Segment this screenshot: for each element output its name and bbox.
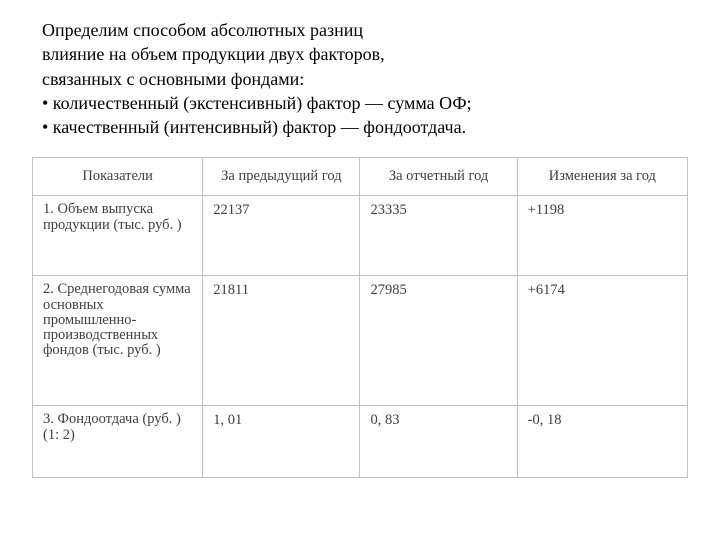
cell-curr: 23335 [360,196,517,276]
intro-line-1: Определим способом абсолютных разниц [42,18,688,42]
header-prev: За предыдущий год [203,158,360,196]
intro-line-2: влияние на объем продукции двух факторов… [42,42,688,66]
header-change: Изменения за год [517,158,687,196]
table-row: 1. Объем выпуска продукции (тыс. руб. ) … [33,196,688,276]
data-table: Показатели За предыдущий год За отчетный… [32,157,688,478]
cell-prev: 1, 01 [203,406,360,478]
intro-line-3: связанных с основными фондами: [42,67,688,91]
cell-prev: 21811 [203,276,360,406]
table-header-row: Показатели За предыдущий год За отчетный… [33,158,688,196]
cell-change: -0, 18 [517,406,687,478]
cell-change: +6174 [517,276,687,406]
header-curr: За отчетный год [360,158,517,196]
cell-label: 2. Среднегодовая сумма основных промышле… [33,276,203,406]
cell-curr: 27985 [360,276,517,406]
table-row: 2. Среднегодовая сумма основных промышле… [33,276,688,406]
intro-bullet-1: • количественный (экстенсивный) фактор —… [42,91,688,115]
intro-paragraph: Определим способом абсолютных разниц вли… [32,18,688,139]
cell-label: 3. Фондоотдача (руб. ) (1: 2) [33,406,203,478]
intro-bullet-2: • качественный (интенсивный) фактор — фо… [42,115,688,139]
header-indicator: Показатели [33,158,203,196]
cell-prev: 22137 [203,196,360,276]
table-row: 3. Фондоотдача (руб. ) (1: 2) 1, 01 0, 8… [33,406,688,478]
cell-change: +1198 [517,196,687,276]
cell-label: 1. Объем выпуска продукции (тыс. руб. ) [33,196,203,276]
cell-curr: 0, 83 [360,406,517,478]
